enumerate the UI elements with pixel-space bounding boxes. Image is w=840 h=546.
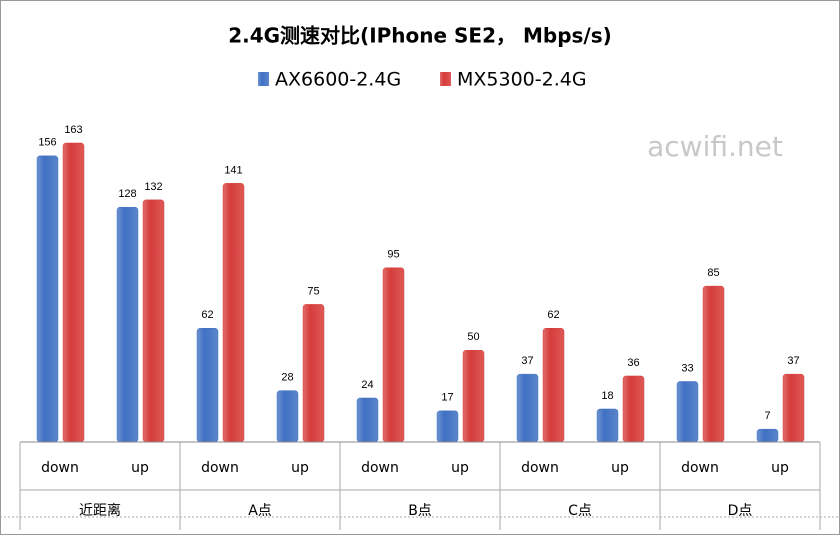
bar [36, 155, 59, 443]
bar [676, 381, 699, 443]
x-tick-label: up [451, 460, 469, 476]
x-tick-label: down [201, 460, 239, 476]
group-label: D点 [728, 503, 753, 519]
legend-label: MX5300-2.4G [457, 69, 587, 91]
bar [196, 328, 219, 443]
data-label: 7 [764, 410, 770, 422]
data-label: 85 [707, 267, 719, 279]
group-label: B点 [408, 503, 432, 519]
group-label: 近距离 [79, 502, 121, 519]
x-tick-label: down [521, 460, 559, 476]
bar [222, 183, 245, 443]
chart-frame [0, 0, 840, 535]
data-label: 163 [64, 124, 82, 136]
data-label: 28 [281, 372, 293, 384]
data-label: 156 [38, 137, 56, 149]
data-label: 50 [467, 331, 479, 343]
data-label: 37 [521, 355, 533, 367]
legend-label: AX6600-2.4G [275, 69, 401, 91]
x-tick-label: up [131, 460, 149, 476]
x-tick-label: down [41, 460, 79, 476]
data-label: 132 [144, 181, 162, 193]
data-label: 18 [601, 390, 613, 402]
bar [142, 199, 165, 443]
bar [276, 390, 299, 443]
data-label: 17 [441, 392, 453, 404]
data-label: 75 [307, 285, 319, 297]
data-label: 33 [681, 362, 693, 374]
group-label: A点 [248, 503, 272, 519]
bar [436, 410, 459, 443]
x-tick-label: down [681, 460, 719, 476]
data-label: 62 [547, 309, 559, 321]
bar [356, 397, 379, 443]
legend-swatch [258, 72, 269, 86]
data-label: 36 [627, 357, 639, 369]
bar [782, 373, 805, 443]
bar [382, 267, 405, 443]
bar [756, 428, 779, 443]
x-tick-label: up [771, 460, 789, 476]
x-tick-label: up [291, 460, 309, 476]
bar [702, 285, 725, 443]
watermark: acwifi.net [647, 130, 783, 163]
x-tick-label: up [611, 460, 629, 476]
bar [622, 375, 645, 443]
legend-swatch [440, 72, 451, 86]
chart-title: 2.4G测速对比(IPhone SE2， Mbps/s) [228, 24, 612, 48]
bar [116, 206, 139, 443]
bar [596, 408, 619, 443]
data-label: 95 [387, 249, 399, 261]
bar [302, 304, 325, 443]
data-label: 37 [787, 355, 799, 367]
data-label: 62 [201, 309, 213, 321]
x-tick-label: down [361, 460, 399, 476]
data-label: 141 [224, 164, 242, 176]
bar [542, 328, 565, 443]
bar [62, 142, 85, 443]
bar [516, 373, 539, 443]
data-label: 128 [118, 188, 136, 200]
group-label: C点 [568, 503, 592, 519]
data-label: 24 [361, 379, 373, 391]
bar [462, 350, 485, 443]
